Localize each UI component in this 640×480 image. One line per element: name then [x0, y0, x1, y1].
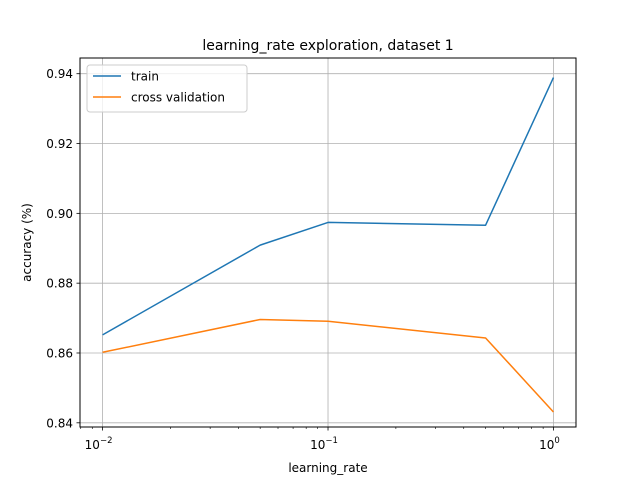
x-axis: 10−2 10−1 100: [80, 427, 560, 452]
y-tick-label: 0.90: [46, 207, 73, 221]
x-axis-label: learning_rate: [288, 461, 367, 475]
chart-title: learning_rate exploration, dataset 1: [202, 38, 453, 54]
y-tick-label: 0.94: [46, 67, 73, 81]
x-tick-label-exponent: −2: [100, 436, 113, 446]
series-group: [102, 77, 555, 413]
legend-box: [86, 64, 248, 113]
x-tick-label: 10−1: [310, 436, 338, 452]
x-tick-label: 100: [539, 436, 560, 452]
series-line: [102, 77, 555, 336]
x-tick-label-base: 10: [539, 438, 554, 452]
x-tick-label-exponent: 0: [554, 436, 559, 446]
series-line: [102, 318, 555, 413]
y-tick-label: 0.84: [46, 416, 73, 430]
x-tick-label-base: 10: [85, 438, 100, 452]
x-tick-label: 10−2: [85, 436, 113, 452]
legend: train cross validation: [86, 64, 248, 113]
legend-label: cross validation: [131, 91, 225, 105]
x-tick-label-exponent: −1: [325, 436, 338, 446]
y-axis: 0.84 0.86 0.88 0.90 0.92 0.94: [46, 67, 80, 430]
grid: [80, 58, 576, 427]
y-tick-label: 0.88: [46, 277, 73, 291]
y-axis-label: accuracy (%): [20, 203, 34, 282]
legend-label: train: [131, 70, 159, 84]
x-tick-label-base: 10: [310, 438, 325, 452]
y-tick-label: 0.86: [46, 346, 73, 360]
y-tick-label: 0.92: [46, 137, 73, 151]
